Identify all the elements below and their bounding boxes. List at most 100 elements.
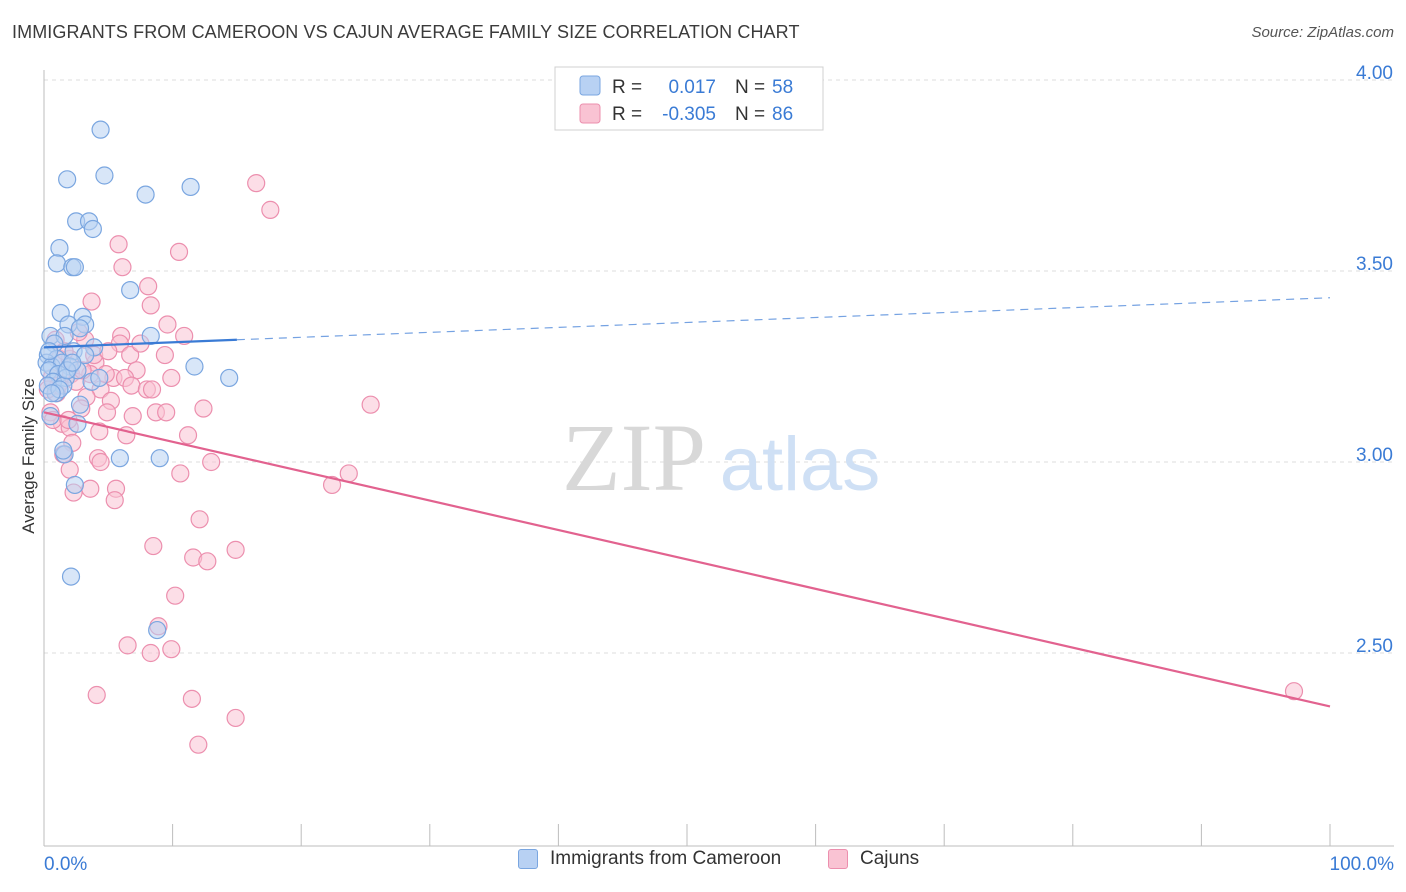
pink-point-43 — [90, 422, 109, 441]
pink-point-67 — [162, 640, 181, 659]
x-tick-label-min: 0.0% — [44, 854, 87, 875]
pink-point-7 — [141, 296, 160, 315]
blue-trend-extension — [236, 297, 1331, 341]
blue-point-52 — [148, 620, 167, 640]
blue-point-9 — [47, 254, 66, 273]
pink-point-15 — [121, 345, 140, 365]
blue-point-4 — [181, 177, 200, 197]
pink-point-34 — [194, 399, 213, 418]
watermark-atlas: atlas — [720, 422, 881, 507]
pink-point-64 — [166, 586, 185, 605]
legend-label-cameroon: Immigrants from Cameroon — [550, 848, 782, 869]
legend-swatch-pink — [828, 849, 848, 869]
pink-point-68 — [141, 643, 160, 663]
pink-point-1 — [261, 200, 280, 219]
blue-trend-line — [43, 338, 237, 349]
blue-point-51 — [61, 567, 81, 586]
blue-point-17 — [70, 319, 90, 338]
pink-point-59 — [190, 510, 209, 529]
stats-r-value-2: -0.305 — [662, 104, 716, 125]
bottom-legend: Immigrants from Cameroon Cajuns — [0, 848, 1406, 880]
pink-point-45 — [178, 426, 198, 445]
blue-point-20 — [141, 326, 160, 346]
stats-r-value-1: 0.017 — [668, 77, 716, 98]
pink-point-5 — [139, 277, 158, 296]
pink-point-58 — [105, 491, 124, 510]
stats-n-value-2: 86 — [772, 104, 793, 125]
blue-point-34 — [185, 357, 204, 376]
blue-point-8 — [50, 238, 69, 258]
pink-point-54 — [322, 475, 342, 495]
y-tick-label-2: 3.50 — [1356, 254, 1393, 275]
pink-point-80 — [123, 407, 142, 426]
pink-point-37 — [97, 403, 117, 422]
pink-point-63 — [198, 552, 217, 571]
blue-point-49 — [150, 449, 169, 468]
legend-swatch-blue — [518, 849, 538, 869]
stats-legend-swatch-blue — [579, 75, 601, 96]
pink-point-85 — [175, 326, 194, 346]
pink-point-52 — [171, 464, 190, 483]
blue-point-2 — [95, 166, 114, 185]
pink-point-49 — [202, 452, 221, 472]
pink-point-23 — [162, 368, 181, 388]
legend-item-cameroon: Immigrants from Cameroon — [518, 848, 781, 870]
pink-point-55 — [81, 479, 100, 498]
blue-point-54 — [40, 342, 59, 361]
pink-point-51 — [60, 460, 79, 479]
stats-n-label-2: N = — [735, 104, 765, 125]
pink-point-29 — [142, 380, 162, 399]
pink-point-39 — [157, 403, 176, 422]
pink-point-50 — [91, 452, 110, 472]
blue-point-38 — [90, 368, 109, 388]
pink-point-2 — [109, 235, 128, 254]
blue-point-7 — [83, 219, 102, 239]
pink-point-71 — [226, 708, 245, 728]
watermark-zip: ZIP — [562, 404, 706, 511]
blue-point-11 — [65, 258, 84, 277]
y-axis-label: Average Family Size — [19, 378, 38, 534]
blue-point-12 — [121, 281, 140, 300]
stats-legend-swatch-pink — [579, 103, 601, 124]
blue-point-43 — [70, 395, 90, 414]
y-tick-label-1: 3.00 — [1356, 445, 1393, 466]
pink-point-53 — [339, 464, 358, 483]
blue-point-47 — [54, 441, 73, 460]
y-tick-label-3: 4.00 — [1356, 63, 1393, 84]
watermark: ZIP atlas — [562, 404, 880, 511]
stats-n-value-1: 58 — [772, 77, 793, 98]
pink-point-4 — [113, 258, 132, 277]
pink-point-69 — [87, 685, 106, 705]
data-points — [37, 120, 1304, 754]
stats-n-label-1: N = — [735, 77, 765, 98]
stats-r-label-1: R = — [612, 77, 642, 98]
blue-point-57 — [63, 353, 82, 372]
pink-point-27 — [122, 376, 141, 395]
blue-point-56 — [42, 384, 61, 403]
pink-trend-line — [43, 411, 1331, 708]
stats-r-label-2: R = — [612, 104, 642, 125]
blue-point-48 — [110, 449, 129, 468]
pink-point-72 — [189, 735, 208, 754]
tick-labels: 2.50 3.00 3.50 4.00 0.0% 100.0% — [44, 63, 1394, 875]
chart-source: Source: ZipAtlas.com — [1251, 24, 1394, 41]
blue-point-0 — [91, 120, 110, 139]
x-tick-label-max: 100.0% — [1330, 854, 1395, 875]
pink-point-0 — [247, 174, 266, 193]
pink-point-8 — [158, 315, 177, 334]
legend-label-cajuns: Cajuns — [860, 848, 920, 869]
pink-point-14 — [155, 345, 174, 365]
stats-legend: R = 0.017 N = 58 R = -0.305 N = 86 — [554, 66, 824, 131]
pink-point-60 — [144, 536, 163, 556]
blue-point-1 — [58, 170, 77, 189]
blue-point-50 — [65, 475, 84, 495]
pink-point-61 — [226, 540, 245, 559]
pink-point-66 — [118, 636, 137, 655]
pink-point-70 — [182, 689, 201, 708]
pink-point-3 — [169, 242, 189, 261]
blue-point-3 — [136, 185, 155, 204]
pink-point-35 — [361, 395, 380, 414]
y-tick-label-0: 2.50 — [1356, 636, 1393, 657]
pink-point-6 — [82, 292, 101, 311]
